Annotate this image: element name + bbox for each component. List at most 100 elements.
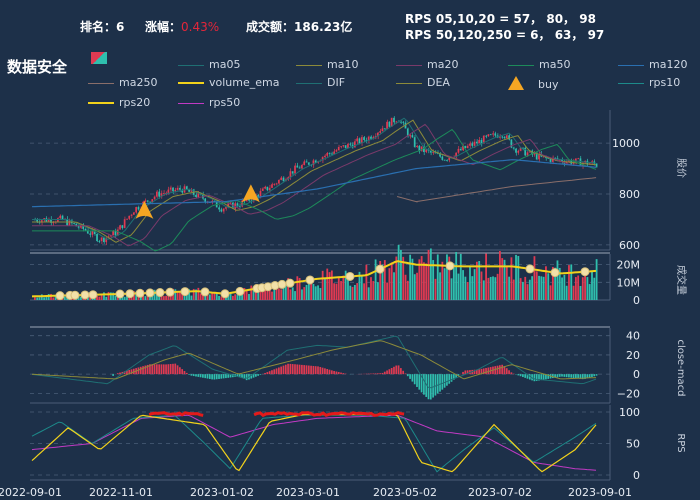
- macd-histogram-bar: [144, 365, 147, 375]
- volume-bar: [353, 284, 356, 300]
- volume-bar: [570, 264, 573, 300]
- macd-histogram-bar: [197, 374, 200, 377]
- volume-bar: [471, 276, 474, 300]
- volume-bar: [284, 283, 287, 300]
- candle-body: [236, 203, 239, 207]
- macd-histogram-bar: [294, 364, 296, 375]
- macd-histogram-bar: [220, 374, 223, 379]
- volume-ema-marker: [550, 268, 560, 278]
- candle-body: [432, 152, 434, 153]
- volume-bar: [508, 276, 511, 300]
- volume-bar: [268, 284, 271, 300]
- volume-bar: [305, 284, 308, 300]
- macd-histogram-bar: [278, 367, 280, 375]
- candle-body: [238, 206, 241, 208]
- volume-bar: [218, 295, 220, 300]
- volume-bar: [100, 294, 103, 300]
- legend-swatch: [178, 82, 204, 84]
- macd-histogram-bar: [574, 374, 577, 379]
- volume-bar: [43, 297, 46, 300]
- volume-bar: [561, 277, 563, 300]
- macd-histogram-bar: [227, 374, 230, 378]
- candle-body: [275, 183, 278, 185]
- macd-histogram-bar: [457, 374, 460, 376]
- volume-bar: [289, 289, 292, 300]
- volume-bar: [220, 296, 223, 300]
- candle-body: [480, 139, 483, 144]
- x-tick-label: 2023-01-02: [190, 486, 254, 499]
- macd-histogram-bar: [273, 369, 276, 375]
- macd-histogram-bar: [243, 374, 246, 380]
- candle-body: [264, 186, 266, 189]
- candle-body: [195, 194, 197, 198]
- candle-body: [100, 237, 103, 242]
- volume-bar: [425, 263, 428, 300]
- volume-ema-marker: [445, 261, 455, 271]
- volume-bar: [160, 293, 163, 300]
- macd-histogram-bar: [572, 374, 575, 378]
- volume-bar: [595, 259, 598, 300]
- macd-histogram-bar: [482, 368, 485, 375]
- candle-body: [303, 161, 306, 165]
- legend-item-buy: buy: [508, 76, 558, 91]
- macd-histogram-bar: [464, 370, 467, 375]
- price-tick-label: 600: [619, 239, 640, 252]
- volume-bar: [80, 296, 82, 300]
- volume-bar: [356, 283, 359, 300]
- macd-histogram-bar: [112, 374, 114, 376]
- volume-bar: [404, 274, 407, 300]
- macd-histogram-bar: [156, 364, 158, 375]
- volume-bar: [261, 290, 264, 300]
- candle-body: [174, 189, 177, 192]
- candle-body: [47, 218, 50, 222]
- volume-bar: [549, 285, 552, 300]
- volume-bar: [337, 278, 340, 300]
- candle-body: [439, 153, 441, 157]
- candle-body: [492, 133, 494, 135]
- volume-bar: [298, 277, 301, 300]
- candle-body: [517, 150, 520, 153]
- macd-histogram-bar: [487, 367, 490, 375]
- volume-bar: [450, 278, 453, 300]
- legend-swatch: [396, 64, 422, 66]
- buy-signal-marker: [241, 184, 260, 203]
- macd-histogram-bar: [158, 364, 161, 375]
- candle-body: [73, 223, 75, 225]
- macd-histogram-bar: [153, 364, 156, 375]
- macd-histogram-bar: [593, 374, 596, 377]
- candle-body: [358, 138, 361, 144]
- change: 涨幅：0.43%: [145, 20, 220, 34]
- macd-histogram-bar: [169, 364, 172, 375]
- macd-histogram-bar: [496, 365, 499, 375]
- candle-body: [321, 157, 324, 161]
- candle-body: [400, 121, 402, 123]
- candle-body: [568, 160, 570, 162]
- candle-body: [137, 207, 140, 210]
- macd-histogram-bar: [264, 373, 266, 375]
- volume-ema-marker: [525, 264, 535, 274]
- candle-body: [335, 150, 338, 152]
- macd-histogram-bar: [174, 363, 177, 375]
- candle-body: [503, 136, 506, 139]
- candle-body: [388, 121, 391, 127]
- macd-histogram-bar: [561, 374, 563, 377]
- volume-bar: [464, 276, 467, 300]
- legend-label: ma250: [119, 76, 158, 89]
- buy-signal-marker: [135, 200, 154, 219]
- macd-histogram-bar: [301, 364, 303, 375]
- candle-body: [162, 193, 165, 194]
- volume-bar: [429, 248, 432, 300]
- macd-histogram-bar: [190, 374, 193, 376]
- volume-bar: [554, 267, 557, 300]
- candle-body: [75, 223, 78, 227]
- candle-body: [487, 134, 490, 137]
- macd-histogram-bar: [165, 364, 167, 375]
- volume-bar: [248, 293, 250, 300]
- candle-body: [469, 143, 471, 146]
- volume-ema-marker: [55, 291, 65, 301]
- macd-histogram-bar: [466, 370, 469, 375]
- candle-body: [52, 222, 55, 224]
- candle-body: [153, 196, 156, 200]
- candle-body: [561, 159, 563, 162]
- macd-histogram-bar: [116, 373, 119, 375]
